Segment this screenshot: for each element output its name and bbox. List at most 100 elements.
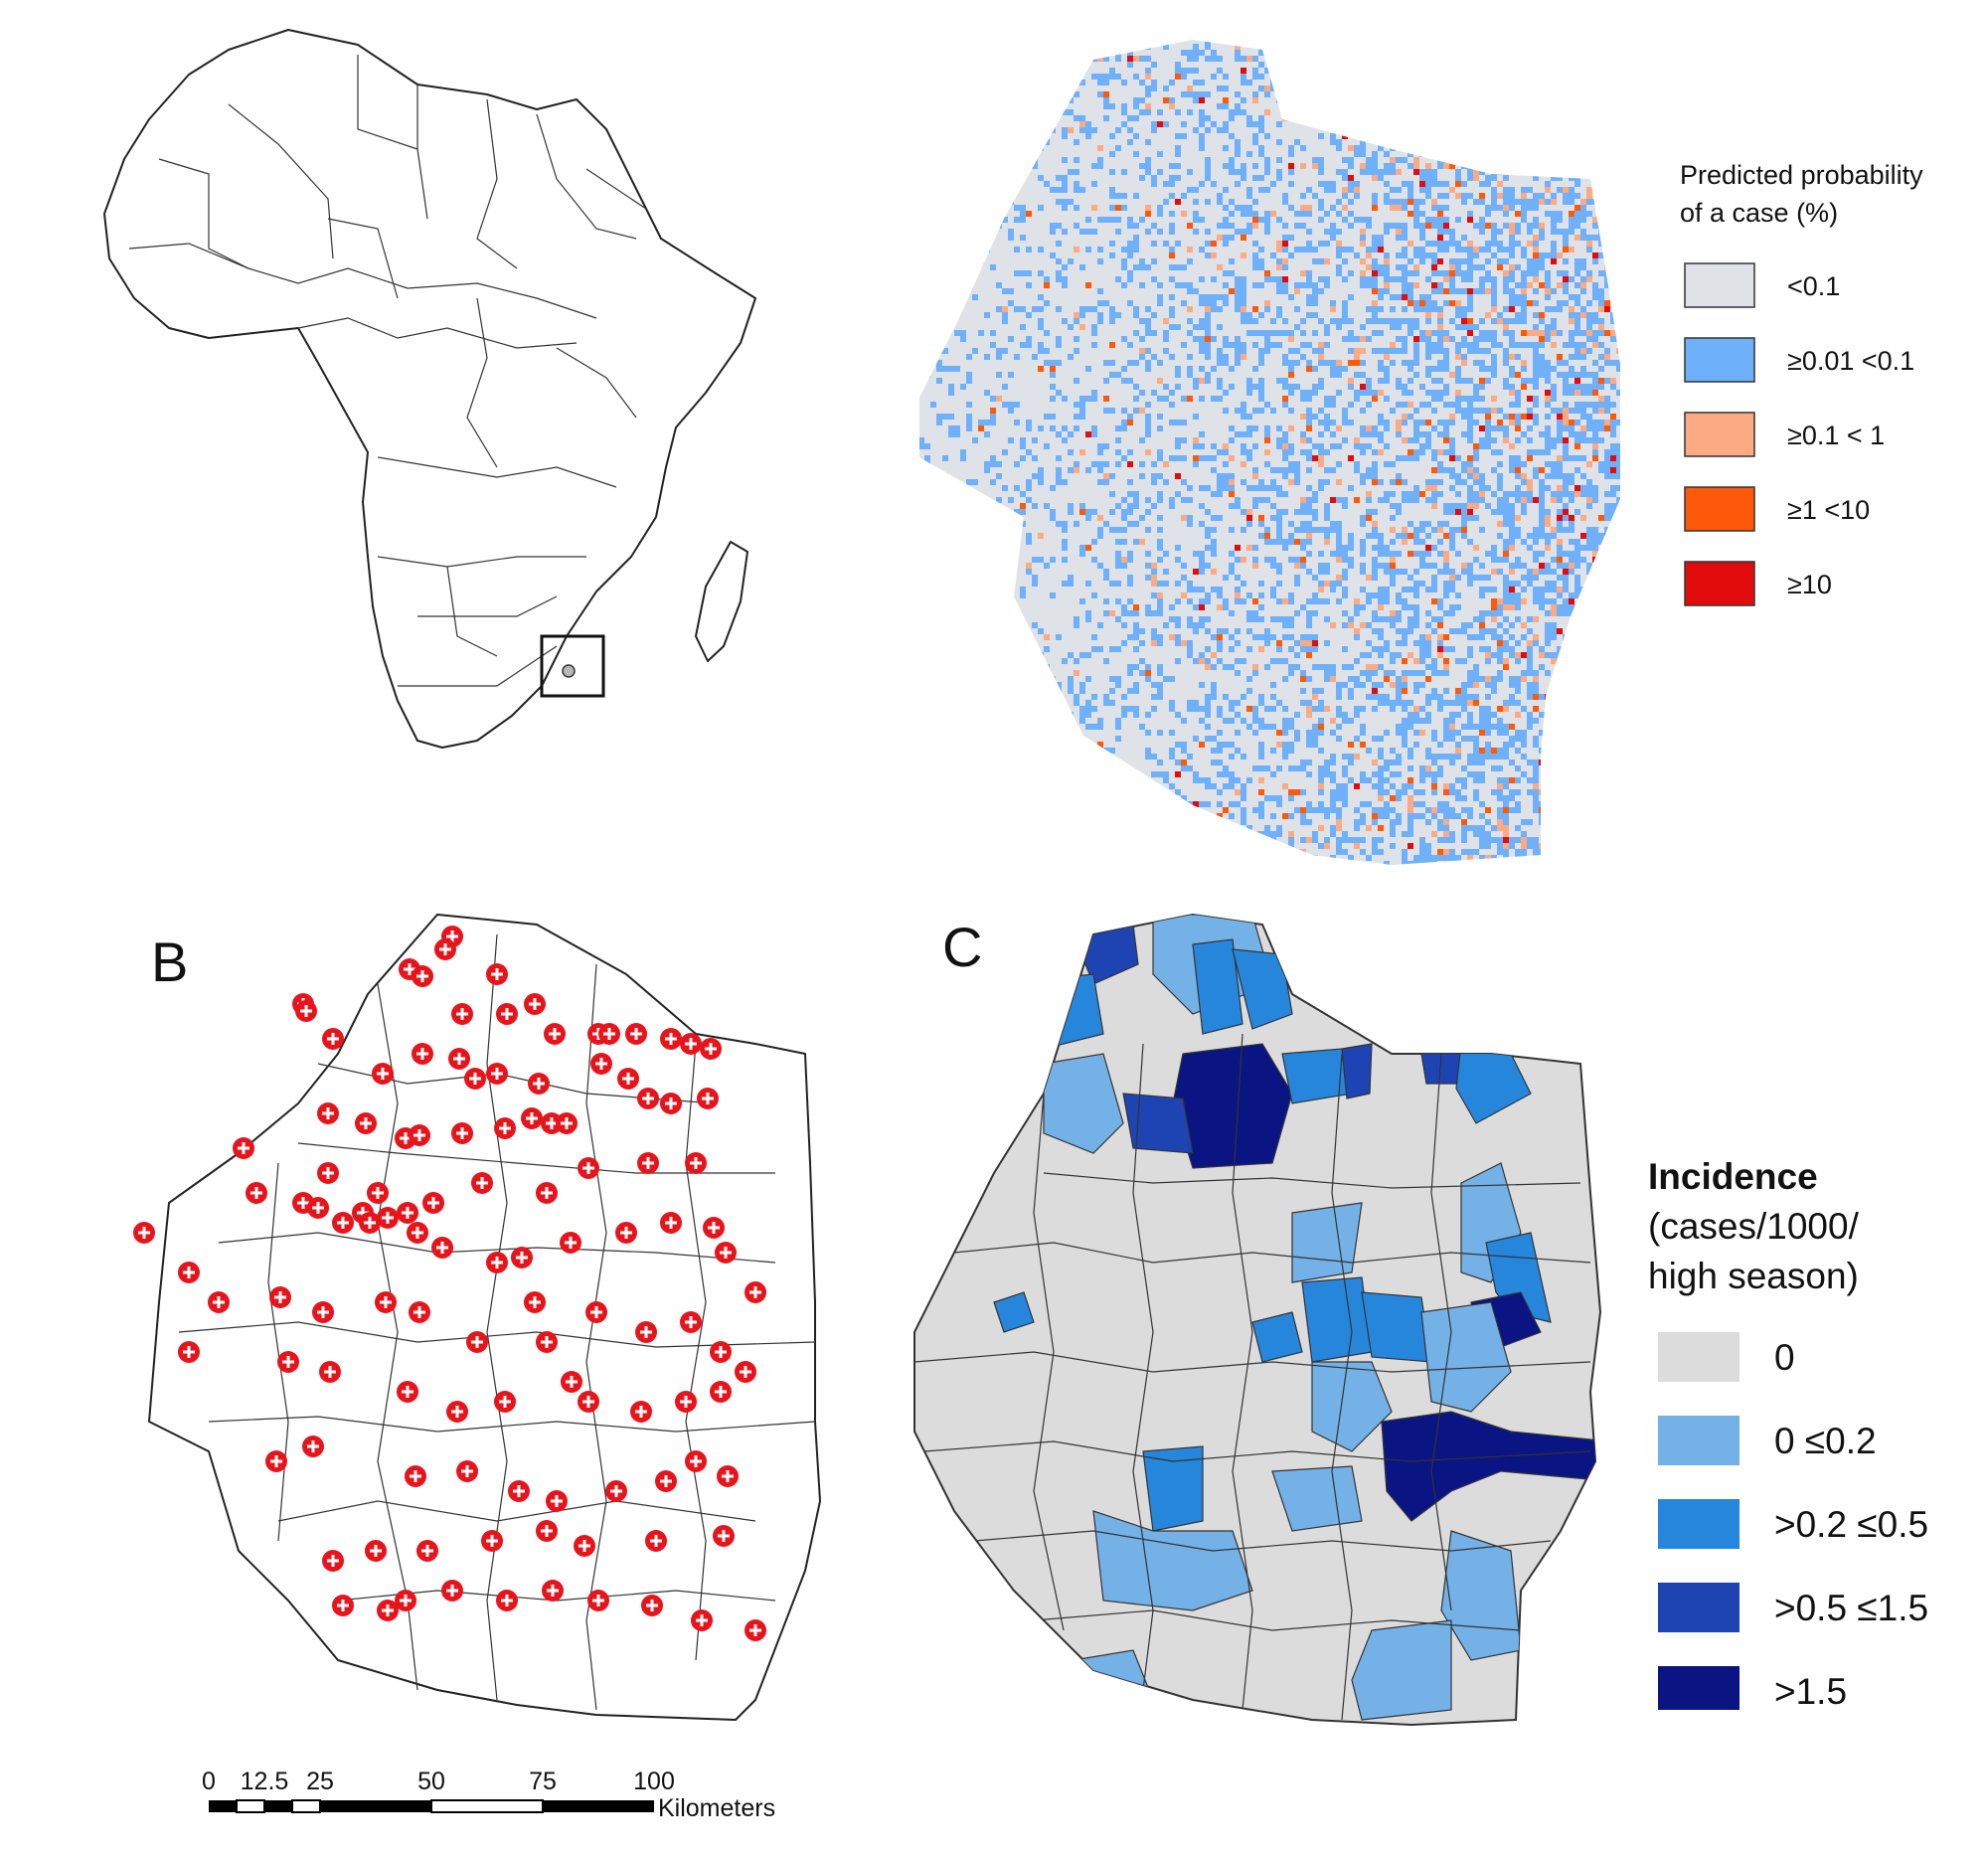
region-low bbox=[1440, 1530, 1522, 1661]
legend-incidence-label: >0.2 ≤0.5 bbox=[1774, 1504, 1928, 1545]
facility-cross-icon bbox=[740, 1366, 751, 1378]
facility-cross-icon bbox=[526, 1112, 538, 1124]
facility-cross-icon bbox=[456, 1127, 468, 1139]
legend-incidence-swatch bbox=[1658, 1416, 1740, 1465]
facility-cross-icon bbox=[590, 1306, 602, 1318]
facility-map bbox=[133, 914, 821, 1721]
facility-cross-icon bbox=[213, 1296, 225, 1308]
facility-cross-icon bbox=[476, 1177, 488, 1189]
facility-cross-icon bbox=[414, 1129, 425, 1141]
facility-cross-icon bbox=[183, 1346, 195, 1358]
facility-cross-icon bbox=[690, 1157, 702, 1169]
facility-cross-icon bbox=[453, 1053, 465, 1065]
legend-probability-label: ≥0.1 < 1 bbox=[1787, 421, 1885, 450]
region-mid bbox=[1142, 1445, 1204, 1532]
facility-cross-icon bbox=[685, 1316, 697, 1328]
legend-probability-swatch bbox=[1684, 561, 1755, 606]
facility-cross-icon bbox=[238, 1142, 249, 1154]
facility-cross-icon bbox=[551, 1495, 563, 1507]
facility-cross-icon bbox=[274, 1291, 286, 1303]
facility-cross-icon bbox=[513, 1485, 525, 1497]
facility-cross-icon bbox=[377, 1068, 389, 1080]
region-low bbox=[1351, 1619, 1452, 1721]
country-borders bbox=[128, 55, 647, 687]
facility-cross-icon bbox=[402, 1207, 414, 1219]
region-high bbox=[1341, 1043, 1373, 1099]
facility-cross-icon bbox=[665, 1217, 677, 1229]
facility-cross-icon bbox=[579, 1540, 590, 1552]
facility-cross-icon bbox=[541, 1187, 553, 1199]
facility-cross-icon bbox=[665, 1097, 677, 1109]
legend-probability-title-line2: of a case (%) bbox=[1680, 198, 1838, 228]
legend-probability: Predicted probability of a case (%) <0.1… bbox=[1680, 160, 1923, 606]
facility-cross-icon bbox=[270, 1455, 282, 1467]
facility-cross-icon bbox=[297, 1197, 309, 1209]
region-mid bbox=[1232, 948, 1293, 1030]
facility-cross-icon bbox=[685, 1038, 697, 1050]
facility-cross-icon bbox=[364, 1217, 376, 1229]
facility-cross-icon bbox=[372, 1187, 384, 1199]
scale-tick-label: 0 bbox=[202, 1768, 216, 1795]
legend-probability-swatch bbox=[1684, 262, 1755, 308]
legend-incidence-label: >1.5 bbox=[1774, 1671, 1847, 1710]
facility-cross-icon bbox=[501, 1595, 513, 1606]
facility-cross-icon bbox=[324, 1366, 336, 1378]
region-mid bbox=[1361, 1291, 1432, 1363]
facility-cross-icon bbox=[549, 1028, 561, 1040]
facility-cross-icon bbox=[461, 1465, 473, 1477]
facility-cross-icon bbox=[307, 1440, 319, 1452]
facility-cross-icon bbox=[456, 1008, 468, 1020]
facility-cross-icon bbox=[541, 1525, 553, 1537]
scale-tick-label: 12.5 bbox=[241, 1768, 289, 1795]
facility-cross-icon bbox=[491, 1257, 503, 1268]
facility-cross-icon bbox=[360, 1117, 372, 1129]
facility-cross-icon bbox=[642, 1093, 654, 1104]
probability-map bbox=[919, 40, 1620, 865]
facility-cross-icon bbox=[404, 963, 415, 975]
legend-probability-label: ≥1 <10 bbox=[1787, 495, 1870, 525]
facility-cross-icon bbox=[486, 1535, 498, 1547]
facility-cross-icon bbox=[565, 1237, 577, 1249]
facility-cross-icon bbox=[183, 1266, 195, 1278]
facility-cross-icon bbox=[282, 1356, 294, 1368]
legend-probability-label: <0.1 bbox=[1787, 271, 1840, 301]
scale-bar-segments bbox=[209, 1799, 654, 1813]
facility-cross-icon bbox=[749, 1286, 761, 1298]
eswatini-outline-b bbox=[148, 914, 821, 1721]
africa-map bbox=[103, 29, 756, 749]
facility-cross-icon bbox=[642, 1157, 654, 1169]
facility-cross-icon bbox=[620, 1227, 632, 1239]
district-boundaries-c bbox=[914, 1033, 1591, 1721]
facility-cross-icon bbox=[680, 1396, 692, 1408]
facility-cross-icon bbox=[327, 1555, 339, 1567]
legend-incidence-swatch bbox=[1658, 1583, 1740, 1632]
facility-cross-icon bbox=[635, 1406, 647, 1418]
scale-tick-label: 75 bbox=[529, 1768, 557, 1795]
legend-incidence-subtitle-line2: high season) bbox=[1648, 1256, 1859, 1296]
legend-probability-label: ≥0.01 <0.1 bbox=[1787, 346, 1914, 376]
region-low bbox=[1043, 1053, 1124, 1154]
region-low bbox=[1311, 1361, 1393, 1452]
facility-cross-icon bbox=[499, 1122, 511, 1134]
facility-cross-icon bbox=[402, 1386, 414, 1398]
facility-cross-icon bbox=[582, 1162, 594, 1174]
scale-unit-label: Kilometers bbox=[658, 1794, 775, 1822]
facility-cross-icon bbox=[566, 1376, 578, 1388]
facility-cross-icon bbox=[529, 998, 541, 1010]
facility-cross-icon bbox=[592, 1595, 604, 1606]
facility-cross-icon bbox=[250, 1187, 262, 1199]
region-high bbox=[1122, 1093, 1194, 1154]
legend-incidence: Incidence (cases/1000/ high season) 0 0 ≤… bbox=[1648, 1156, 1928, 1710]
facility-cross-icon bbox=[337, 1217, 349, 1229]
legend-incidence-swatch bbox=[1658, 1499, 1740, 1549]
facility-cross-icon bbox=[665, 1033, 677, 1045]
scale-tick-label: 25 bbox=[306, 1768, 334, 1795]
legend-probability-swatch bbox=[1684, 412, 1755, 457]
facility-cross-icon bbox=[322, 1107, 334, 1119]
region-low bbox=[1291, 1202, 1363, 1283]
legend-incidence-subtitle-line1: (cases/1000/ bbox=[1648, 1206, 1860, 1247]
facility-cross-icon bbox=[690, 1455, 702, 1467]
facility-cross-icon bbox=[416, 970, 428, 982]
facility-cross-icon bbox=[312, 1202, 324, 1214]
